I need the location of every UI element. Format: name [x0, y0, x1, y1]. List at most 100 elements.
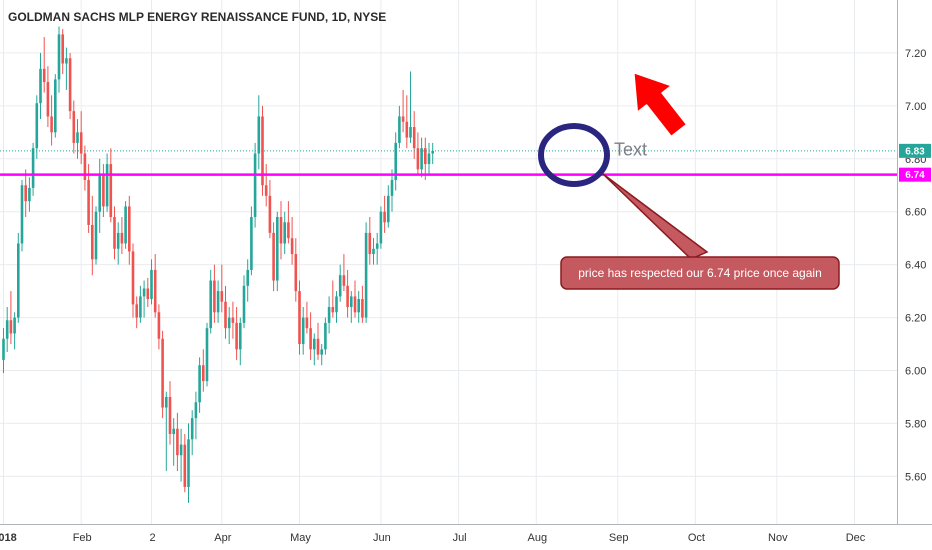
candle-body [390, 179, 394, 196]
candle-body [2, 338, 5, 360]
candle-body [412, 127, 416, 149]
candle-body [272, 232, 275, 281]
candle-body [394, 142, 397, 180]
candle-body [216, 291, 220, 313]
candle-body [379, 211, 383, 244]
candle-body [102, 174, 105, 207]
candle-body [405, 121, 409, 138]
candle-body [124, 206, 127, 244]
y-tick-label: 7.00 [905, 101, 926, 113]
x-tick-label: Feb [73, 532, 92, 544]
candle-body [176, 428, 179, 456]
callout-pointer [602, 173, 709, 260]
highlight-circle [538, 123, 610, 187]
candle-body [9, 320, 13, 334]
candle-body [346, 285, 349, 307]
callout-text: price has respected our 6.74 price once … [578, 266, 822, 280]
candle-body [235, 322, 238, 350]
y-tick-label: 5.60 [905, 471, 926, 483]
candle-body [94, 211, 98, 260]
candle-body [316, 338, 320, 355]
x-tick-label: 2 [149, 532, 155, 544]
x-tick-label: Dec [846, 532, 866, 544]
candle-body [116, 232, 120, 249]
x-tick-label: May [290, 532, 311, 544]
candle-body [298, 291, 301, 345]
candle-body [401, 116, 405, 122]
candle-body [287, 222, 290, 239]
candle-body [327, 306, 331, 323]
candle-body [320, 349, 323, 355]
x-tick-label: Jun [373, 532, 391, 544]
candle-body [113, 217, 116, 249]
candle-body [261, 116, 264, 186]
candle-body [202, 365, 205, 382]
y-tick-label: 5.80 [905, 418, 926, 430]
candle-body [416, 148, 420, 170]
candle-body [24, 185, 27, 202]
candle-body [17, 243, 20, 318]
candle-body [375, 243, 379, 249]
candle-body [91, 224, 94, 260]
x-tick-label: Aug [528, 532, 548, 544]
candle-body [205, 328, 209, 382]
candle-body [87, 179, 90, 225]
candle-body [139, 296, 142, 318]
candle-body [335, 296, 338, 313]
candle-body [157, 312, 161, 339]
annotation-text: Text [614, 140, 647, 160]
candle-body [239, 322, 242, 350]
candle-body [65, 58, 68, 64]
candle-body [109, 164, 113, 218]
candle-body [13, 317, 16, 334]
chart-title: GOLDMAN SACHS MLP ENERGY RENAISSANCE FUN… [8, 10, 386, 24]
y-tick-label: 6.20 [905, 313, 926, 325]
current-price-badge-label: 6.83 [905, 146, 925, 157]
candle-body [253, 153, 257, 218]
candle-body [98, 174, 101, 212]
candle-body [128, 206, 131, 252]
candle-body [28, 187, 31, 202]
candle-body [20, 185, 24, 244]
candle-body [5, 320, 9, 339]
candle-body [57, 34, 61, 80]
candle-body [198, 365, 201, 403]
candle-body [142, 288, 146, 297]
candle-body [105, 164, 109, 207]
candle-body [46, 82, 50, 117]
candle-body [398, 116, 401, 143]
candle-body [324, 322, 327, 350]
candle-body [264, 185, 268, 196]
up-arrow-shape [632, 71, 688, 138]
x-tick-label: 2018 [0, 532, 17, 544]
candle-body [361, 299, 364, 318]
candle-body [135, 304, 138, 318]
candle-body [224, 301, 227, 329]
price-lines-layer [0, 150, 897, 176]
candle-body [250, 217, 253, 270]
candle-body [368, 232, 372, 255]
candle-body [350, 296, 353, 307]
candle-body [72, 111, 76, 143]
up-arrow-icon [632, 71, 688, 138]
candles-layer [2, 26, 434, 503]
candle-body [76, 132, 79, 143]
candle-body [342, 275, 346, 286]
candle-body [427, 153, 431, 165]
candle-body [220, 291, 224, 302]
candle-body [242, 285, 246, 323]
candle-body [179, 444, 183, 456]
current-price-badge-bg [899, 143, 931, 158]
candle-body [227, 317, 231, 329]
annotations-layer: Text price has respected our 6.74 price o… [538, 71, 840, 290]
candle-body [301, 317, 305, 345]
x-tick-label: Sep [609, 532, 629, 544]
candle-body [213, 280, 216, 313]
x-tick-label: Nov [768, 532, 788, 544]
candle-body [172, 428, 175, 435]
candle-body [209, 280, 212, 329]
support-price-badge-bg [899, 167, 931, 182]
candle-body [294, 254, 298, 292]
